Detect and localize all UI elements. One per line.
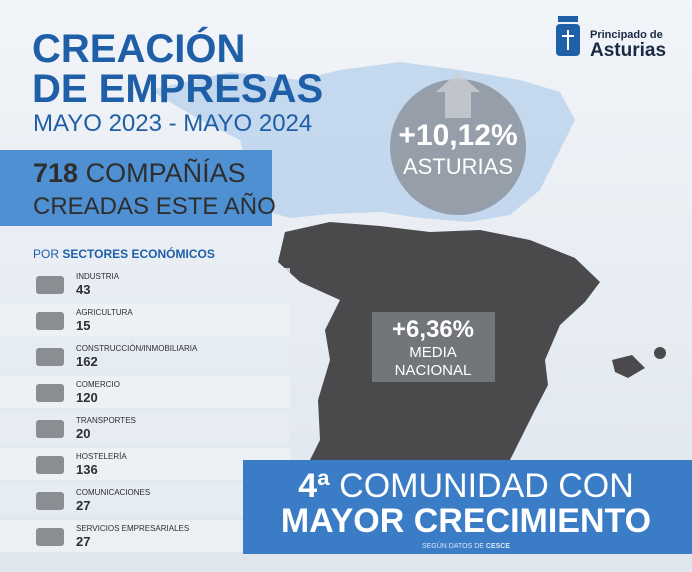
- asturias-value: +10,12%: [398, 119, 517, 152]
- sector-icon: [36, 492, 64, 510]
- title: DE EMPRESAS: [32, 67, 323, 111]
- up-arrow: [436, 72, 480, 118]
- sector-icon: [36, 276, 64, 294]
- source-prefix: SEGÚN DATOS DE: [422, 541, 484, 550]
- baleares-map: [654, 347, 666, 359]
- sector-value: 136: [76, 462, 98, 477]
- total-line2: CREADAS ESTE AÑO: [33, 193, 276, 220]
- asturias-label: ASTURIAS: [403, 154, 513, 179]
- subtitle: MAYO 2023 - MAYO 2024: [33, 110, 312, 137]
- national-label: NACIONAL: [395, 362, 472, 379]
- sector-icon: [36, 348, 64, 366]
- asturias-circle: [390, 79, 526, 215]
- banner: [243, 460, 692, 554]
- logo: Principado de Asturias: [556, 16, 666, 61]
- heading-prefix: POR: [33, 247, 59, 261]
- total-line1: 718 COMPAÑÍAS: [33, 157, 246, 188]
- source: SEGÚN DATOS DE CESCE: [422, 541, 510, 550]
- sector-value: 15: [76, 318, 90, 333]
- sector-icon: [36, 528, 64, 546]
- total-box: [0, 150, 272, 226]
- national-label: MEDIA: [409, 344, 457, 361]
- sector-value: 120: [76, 390, 98, 405]
- sector-name: TRANSPORTES: [76, 416, 136, 425]
- baleares-map: [612, 355, 645, 378]
- sector-name: HOSTELERÍA: [76, 452, 127, 461]
- sector-name: CONSTRUCCIÓN/INMOBILIARIA: [76, 344, 198, 353]
- logo-line1: Principado de: [590, 29, 663, 41]
- sector-value: 27: [76, 534, 90, 549]
- sector-icon: [36, 384, 64, 402]
- sectors-heading: POR SECTORES ECONÓMICOS: [33, 246, 215, 261]
- total-text: COMPAÑÍAS: [86, 157, 246, 188]
- title: CREACIÓN: [32, 25, 245, 71]
- sector-value: 20: [76, 426, 90, 441]
- banner-line2: MAYOR CRECIMIENTO: [281, 502, 651, 540]
- national-value: +6,36%: [392, 316, 474, 343]
- source-bold: CESCE: [486, 543, 510, 550]
- banner-text: COMUNIDAD CON: [339, 467, 634, 505]
- sector-name: COMUNICACIONES: [76, 488, 150, 497]
- total-number: 718: [33, 158, 78, 188]
- heading-bold: SECTORES ECONÓMICOS: [62, 246, 214, 261]
- sector-icon: [36, 420, 64, 438]
- sector-value: 43: [76, 282, 90, 297]
- sector-icon: [36, 312, 64, 330]
- banner-line1: 4ª COMUNIDAD CON: [298, 467, 634, 505]
- sector-icon: [36, 456, 64, 474]
- sector-value: 162: [76, 354, 98, 369]
- sector-name: AGRICULTURA: [76, 308, 133, 317]
- sector-name: SERVICIOS EMPRESARIALES: [76, 524, 189, 533]
- sector-value: 27: [76, 498, 90, 513]
- national-box: [372, 312, 495, 382]
- sector-name: INDUSTRIA: [76, 272, 120, 281]
- banner-bold: 4ª: [298, 467, 330, 505]
- sector-name: COMERCIO: [76, 380, 120, 389]
- logo-line2: Asturias: [590, 40, 666, 61]
